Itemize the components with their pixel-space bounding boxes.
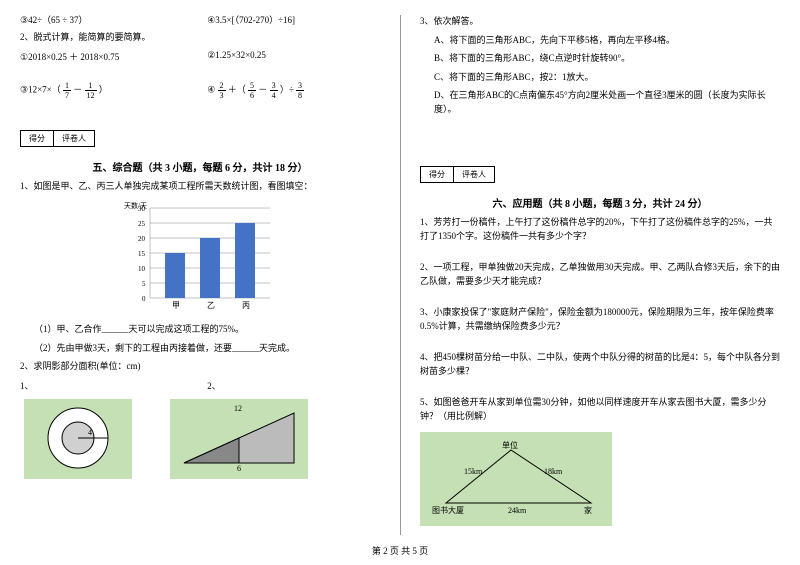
q-4: ④3.5×[（702-270）÷16] — [207, 13, 380, 26]
column-divider — [400, 15, 401, 535]
figure-annulus: 4 — [24, 399, 132, 479]
q3-a: A、将下面的三角形ABC，先向下平移5格，再向左平移4格。 — [434, 34, 780, 48]
minus: － — [73, 84, 82, 94]
score-wrap-6: 得分 评卷人 — [420, 166, 780, 187]
right-column: 3、依次解答。 A、将下面的三角形ABC，先向下平移5格，再向左平移4格。 B、… — [400, 0, 800, 540]
q5-1: 1、如图是甲、乙、丙三人单独完成某项工程所需天数统计图，看图填空： — [20, 180, 380, 194]
section-6-title: 六、应用题（共 8 小题，每题 3 分，共计 24 分） — [420, 195, 780, 210]
q2-4-m2: － — [258, 84, 267, 94]
q2-4-m1: ＋（ — [228, 84, 246, 94]
svg-text:乙: 乙 — [207, 301, 215, 310]
frac-3-4: 34 — [270, 81, 278, 100]
left-column: ③42÷（65 ÷ 37） ④3.5×[（702-270）÷16] 2、脱式计算… — [0, 0, 400, 540]
figure-triangle: 12 6 — [170, 399, 308, 479]
q-3: ③42÷（65 ÷ 37） — [20, 13, 193, 26]
q2-2: ②1.25×32×0.25 — [207, 50, 380, 63]
svg-text:15km: 15km — [464, 467, 483, 476]
svg-text:20: 20 — [138, 235, 146, 243]
frac-2-3: 23 — [218, 81, 226, 100]
frac-5-6: 56 — [248, 81, 256, 100]
q2-row-12: ①2018×0.25 ＋ 2018×0.75 ②1.25×32×0.25 — [20, 50, 380, 63]
svg-text:25: 25 — [138, 220, 146, 228]
svg-text:丙: 丙 — [242, 301, 250, 310]
svg-text:甲: 甲 — [172, 301, 180, 310]
q5-1b: （2）先由甲做3天，剩下的工程由丙接着做，还要______天完成。 — [34, 342, 380, 356]
svg-text:图书大厦: 图书大厦 — [432, 505, 464, 515]
q5-1a: （1）甲、乙合作______天可以完成这项工程的75%。 — [34, 323, 380, 337]
q6-4: 4、把450棵树苗分给一中队、二中队，使两个中队分得的树苗的比是4：5，每个中队… — [420, 351, 780, 378]
frac-1-12: 112 — [85, 81, 97, 100]
score-box-5: 得分 评卷人 — [20, 130, 95, 147]
q2-title: 2、脱式计算，能简算的要简算。 — [20, 31, 380, 45]
q2-4: ④ 23 ＋（ 56 － 34 ）÷ 38 — [207, 81, 380, 100]
q2-row-34: ③12×7×（ 17 － 112 ） ④ 23 ＋（ 56 － 34 ）÷ 38 — [20, 81, 380, 100]
frac-3-8: 38 — [296, 81, 304, 100]
q2-1: ①2018×0.25 ＋ 2018×0.75 — [20, 50, 193, 63]
bar-chart: 天数/天 30 25 20 15 10 5 0 甲 乙 丙 — [120, 198, 280, 318]
q5-2: 2、求阴影部分面积(单位：cm) — [20, 360, 380, 374]
svg-text:5: 5 — [142, 280, 146, 288]
q6-1: 1、芳芳打一份稿件，上午打了这份稿件总字的20%，下午打了这份稿件总字的25%，… — [420, 216, 780, 243]
score-wrap-5: 得分 评卷人 — [20, 130, 380, 151]
q5-2-1: 1、 — [20, 379, 193, 392]
svg-text:单位: 单位 — [502, 440, 518, 450]
svg-text:18km: 18km — [544, 467, 563, 476]
score-label: 得分 — [21, 131, 54, 146]
q2-3: ③12×7×（ 17 － 112 ） — [20, 81, 193, 100]
triangle-map: 单位 图书大厦 家 15km 18km 24km — [420, 432, 612, 526]
q2-3-prefix: ③12×7×（ — [20, 84, 61, 94]
q6-5: 5、如图爸爸开车从家到单位需30分钟，如他以同样速度开车从家去图书大厦，需多少分… — [420, 396, 780, 423]
q6-3: 3、小康家投保了"家庭财产保险"，保险金额为180000元，保险期限为三年，按年… — [420, 306, 780, 333]
svg-text:24km: 24km — [508, 506, 527, 515]
grader-label: 评卷人 — [54, 131, 94, 146]
q6-2: 2、一项工程，甲单独做20天完成，乙单独做用30天完成。甲、乙两队合修3天后，余… — [420, 261, 780, 288]
q2-3-suffix: ） — [99, 84, 108, 94]
svg-text:4: 4 — [88, 428, 92, 437]
score-box-6: 得分 评卷人 — [420, 166, 495, 183]
svg-text:30: 30 — [138, 205, 146, 213]
section-5-title: 五、综合题（共 3 小题，每题 6 分，共计 18 分） — [20, 159, 380, 174]
grader-label: 评卷人 — [454, 167, 494, 182]
q3-title: 3、依次解答。 — [420, 15, 780, 29]
q5-2-2: 2、 — [207, 379, 380, 392]
svg-text:15: 15 — [138, 250, 146, 258]
frac-1-7: 17 — [63, 81, 71, 100]
svg-text:家: 家 — [584, 505, 592, 515]
svg-text:6: 6 — [237, 464, 241, 473]
shaded-figures: 4 12 6 — [20, 395, 380, 483]
svg-text:12: 12 — [234, 404, 242, 413]
q3-c: C、将下面的三角形ABC，按2：1放大。 — [434, 71, 780, 85]
page-footer: 第 2 页 共 5 页 — [0, 544, 800, 557]
q5-2-labels: 1、 2、 — [20, 379, 380, 392]
svg-text:0: 0 — [142, 295, 146, 303]
q2-4-m3: ）÷ — [280, 84, 294, 94]
q2-4-prefix: ④ — [207, 84, 215, 94]
q3-d: D、在三角形ABC的C点南偏东45°方向2厘米处画一个直径3厘米的圆（长度为实际… — [434, 89, 780, 116]
svg-text:10: 10 — [138, 265, 146, 273]
score-label: 得分 — [421, 167, 454, 182]
calc-row-34: ③42÷（65 ÷ 37） ④3.5×[（702-270）÷16] — [20, 13, 380, 26]
q3-b: B、将下面的三角形ABC，绕C点逆时针旋转90°。 — [434, 52, 780, 66]
